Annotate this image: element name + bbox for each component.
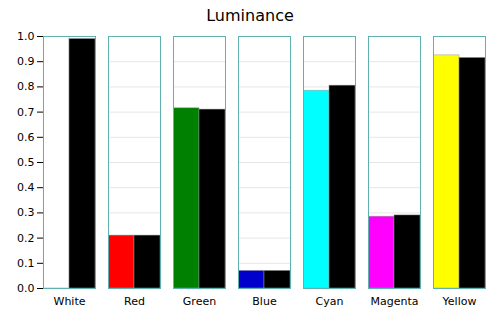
svg-text:0.1: 0.1 <box>17 257 35 270</box>
svg-text:0.2: 0.2 <box>17 232 35 245</box>
svg-text:White: White <box>54 295 86 308</box>
html-text:Luminance: Luminance <box>206 6 294 25</box>
svg-text:Magenta: Magenta <box>370 295 418 308</box>
svg-text:0.0: 0.0 <box>17 282 35 295</box>
svg-text:0.8: 0.8 <box>17 80 35 93</box>
svg-text:0.4: 0.4 <box>17 181 35 194</box>
svg-text:1.0: 1.0 <box>17 30 35 43</box>
svg-text:0.5: 0.5 <box>17 156 35 169</box>
svg-text:0.7: 0.7 <box>17 106 35 119</box>
svg-text:0.6: 0.6 <box>17 131 35 144</box>
svg-text:0.3: 0.3 <box>17 206 35 219</box>
svg-text:Cyan: Cyan <box>316 295 344 308</box>
svg-text:Red: Red <box>124 295 145 308</box>
svg-text:Blue: Blue <box>252 295 277 308</box>
svg-text:Green: Green <box>183 295 216 308</box>
svg-text:0.9: 0.9 <box>17 55 35 68</box>
svg-text:Yellow: Yellow <box>442 295 477 308</box>
